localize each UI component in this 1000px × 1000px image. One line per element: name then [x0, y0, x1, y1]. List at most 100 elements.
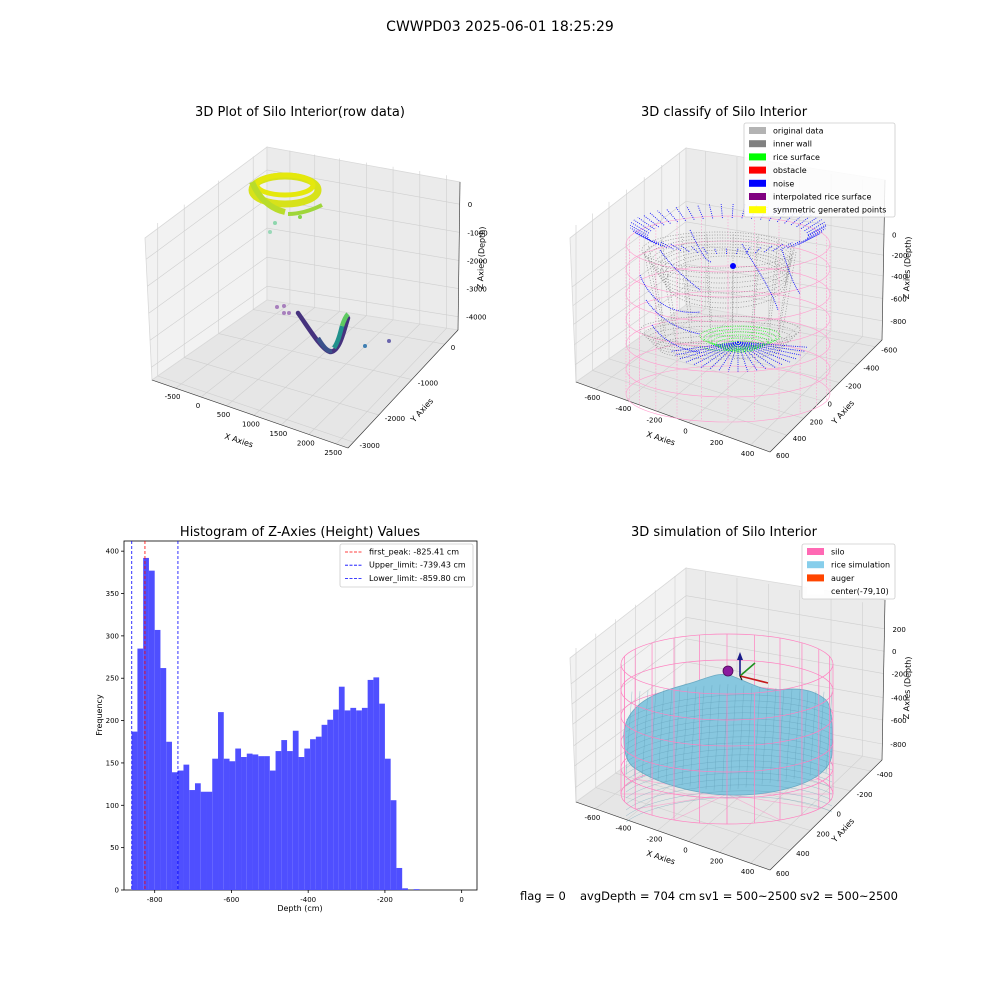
hist-legend: first_peak: -825.41 cm Upper_limit: -739.… — [339, 543, 474, 588]
axis-arrow-z-head — [737, 652, 743, 660]
x-tick-label: -400 — [615, 405, 631, 413]
sim-z-ticks: 200 0 -200 -400 -600 -800 — [890, 626, 907, 749]
x-tick-label: -600 — [584, 394, 600, 402]
hist-bar — [321, 724, 328, 890]
hist-bar — [229, 761, 236, 890]
y-tick-label: 400 — [106, 548, 119, 556]
legend-label: rice simulation — [831, 561, 890, 570]
hist-bar — [269, 770, 276, 890]
z-tick-label: -400 — [891, 695, 907, 703]
legend-label: silo — [831, 548, 845, 557]
classify-silo-wireframe — [625, 215, 831, 423]
panel-classify-title: 3D classify of Silo Interior — [641, 105, 808, 120]
suptitle: CWWPD03 2025-06-01 18:25:29 — [386, 19, 614, 35]
hist-bar — [338, 686, 345, 890]
hist-y-ticks: 0 50 100 150 200 250 300 350 400 — [106, 548, 124, 895]
x-tick-label: 2000 — [297, 439, 315, 447]
panel-raw-title: 3D Plot of Silo Interior(row data) — [195, 105, 405, 120]
y-tick-label: 150 — [106, 759, 119, 767]
raw-x-label: X Axies — [223, 432, 254, 450]
x-tick-label: 400 — [741, 450, 754, 458]
raw-y-ticks: 0 -1000 -2000 -3000 — [360, 344, 456, 450]
legend-swatch — [807, 574, 824, 582]
y-tick-label: 0 — [836, 811, 840, 819]
classify-noise — [629, 203, 827, 372]
hist-bar — [373, 677, 380, 890]
y-tick-label: -600 — [881, 347, 897, 355]
classify-y-label: Y Axies — [829, 399, 856, 427]
x-tick-label: -800 — [147, 896, 163, 904]
x-tick-label: -400 — [615, 825, 631, 833]
legend-swatch — [807, 561, 824, 569]
hist-bar — [327, 719, 334, 890]
hist-bar — [194, 783, 201, 890]
y-tick-label: -1000 — [418, 380, 438, 388]
y-tick-label: 100 — [106, 802, 119, 810]
hist-bar — [390, 800, 397, 890]
hist-bar — [154, 629, 161, 890]
hist-bar — [264, 756, 270, 890]
x-tick-label: 0 — [683, 428, 687, 436]
x-tick-label: 1500 — [269, 430, 287, 438]
raw-curve — [295, 310, 351, 355]
y-tick-label: 0 — [828, 400, 832, 408]
hist-bar — [166, 741, 172, 890]
legend-label: inner wall — [773, 140, 812, 149]
z-tick-label: 0 — [892, 648, 896, 656]
classify-y-ticks: 600 400 200 0 -200 -400 -600 — [776, 347, 897, 460]
hist-bar — [171, 772, 178, 890]
legend-label: first_peak: -825.41 cm — [369, 548, 459, 557]
hist-bar — [384, 758, 391, 890]
y-tick-label: 0 — [451, 344, 455, 352]
hist-bar — [361, 707, 368, 890]
hist-bar — [137, 648, 144, 890]
legend-swatch — [749, 206, 766, 214]
hist-bar — [200, 791, 207, 890]
hist-bar — [131, 731, 138, 890]
panel-sim-title: 3D simulation of Silo Interior — [631, 525, 818, 540]
y-tick-label: 200 — [816, 830, 829, 838]
legend-swatch — [749, 127, 766, 134]
classify-z-ticks: 0 -200 -400 -600 -800 — [890, 231, 907, 325]
panel-raw-data: 3D Plot of Silo Interior(row data) -500 0… — [144, 105, 488, 457]
raw-x-axis — [151, 379, 349, 449]
legend-label: noise — [773, 179, 794, 188]
y-tick-label: 50 — [110, 844, 119, 852]
z-tick-label: -600 — [891, 717, 907, 725]
raw-top-ring — [248, 172, 323, 219]
y-tick-label: 600 — [776, 870, 789, 878]
hist-bar — [356, 710, 362, 890]
x-tick-label: -600 — [584, 814, 600, 822]
raw-x-ticks: -500 0 500 1000 1500 2000 2500 — [165, 393, 343, 457]
sim-x-ticks: -600 -400 -200 0 200 400 — [584, 814, 754, 876]
hist-bar — [189, 790, 195, 890]
z-tick-label: -800 — [890, 741, 906, 749]
z-tick-label: -600 — [891, 295, 907, 303]
hist-bar — [160, 668, 167, 890]
status-sv2: sv2 = 500~2500 — [800, 889, 898, 903]
classify-x-axis — [575, 381, 771, 453]
hist-bars — [131, 557, 420, 890]
classify-x-ticks: -600 -400 -200 0 200 400 — [584, 394, 754, 458]
z-tick-label: -200 — [892, 671, 908, 679]
x-tick-label: 2500 — [324, 449, 342, 457]
status-line: flag = 0 avgDepth = 704 cm sv1 = 500~250… — [520, 889, 898, 903]
hist-x-label: Depth (cm) — [277, 904, 322, 913]
y-tick-label: 400 — [793, 435, 806, 443]
z-tick-label: -400 — [891, 273, 907, 281]
y-tick-label: -200 — [845, 383, 861, 391]
sim-silo-wireframe-front — [620, 663, 834, 825]
hist-bar — [379, 703, 385, 890]
hist-bar — [241, 757, 247, 890]
legend-label: auger — [831, 574, 855, 583]
legend-swatch — [749, 153, 766, 161]
hist-bar — [402, 888, 408, 890]
hist-bar — [177, 770, 184, 890]
y-tick-label: -3000 — [360, 442, 380, 450]
raw-y-axis — [347, 329, 459, 449]
y-tick-label: 0 — [115, 887, 119, 895]
auger-icon — [722, 665, 734, 677]
z-tick-label: -1000 — [467, 229, 487, 237]
panel-simulation: 3D simulation of Silo Interior -600 -400 -… — [569, 525, 913, 878]
sim-x-axis — [575, 801, 771, 871]
